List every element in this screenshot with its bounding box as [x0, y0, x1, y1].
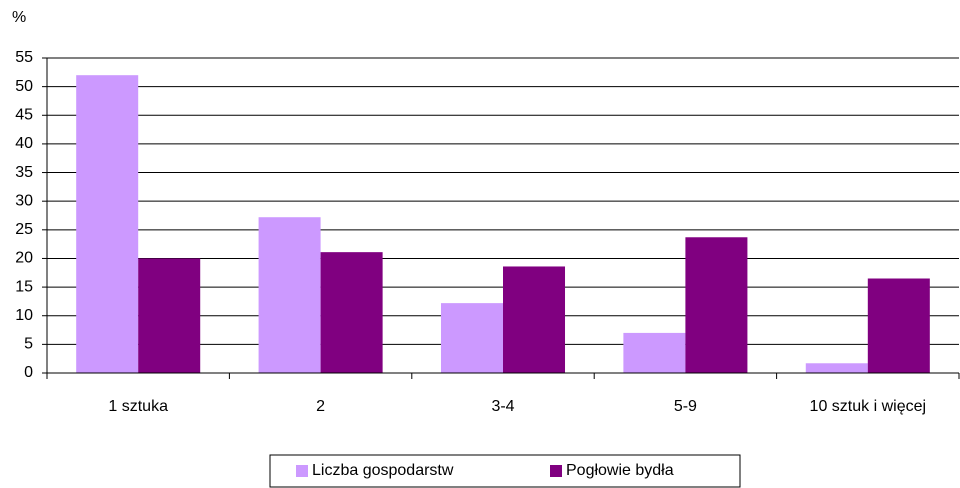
y-tick-label: 45	[15, 106, 33, 123]
x-tick-label: 10 sztuk i więcej	[810, 398, 927, 415]
legend-box	[269, 454, 741, 488]
y-tick-label: 15	[15, 278, 33, 295]
legend-label: Liczba gospodarstw	[312, 462, 454, 479]
y-tick-label: 50	[15, 78, 33, 95]
bar	[805, 363, 868, 373]
legend-swatch	[550, 465, 562, 477]
bar	[623, 332, 686, 373]
bar	[440, 303, 503, 373]
bar	[258, 217, 321, 373]
y-tick-label: 10	[15, 307, 33, 324]
bar	[320, 252, 383, 373]
bar	[503, 266, 566, 373]
y-tick-label: 0	[24, 364, 33, 381]
bar	[138, 258, 201, 373]
y-tick-label: 55	[15, 49, 33, 66]
y-tick-label: 25	[15, 221, 33, 238]
x-tick-label: 5-9	[674, 398, 697, 415]
x-tick-label: 1 sztuka	[108, 398, 168, 415]
bar	[685, 237, 748, 373]
y-tick-label: 20	[15, 250, 33, 267]
x-tick-label: 2	[316, 398, 325, 415]
y-tick-label: 30	[15, 192, 33, 209]
bar	[867, 278, 930, 373]
y-tick-label: 35	[15, 164, 33, 181]
y-tick-label: 5	[24, 336, 33, 353]
y-tick-label: 40	[15, 135, 33, 152]
y-axis-label: %	[12, 9, 26, 26]
x-tick-label: 3-4	[491, 398, 514, 415]
legend-swatch	[296, 465, 308, 477]
legend-label: Pogłowie bydła	[566, 462, 674, 479]
bar	[76, 75, 139, 373]
